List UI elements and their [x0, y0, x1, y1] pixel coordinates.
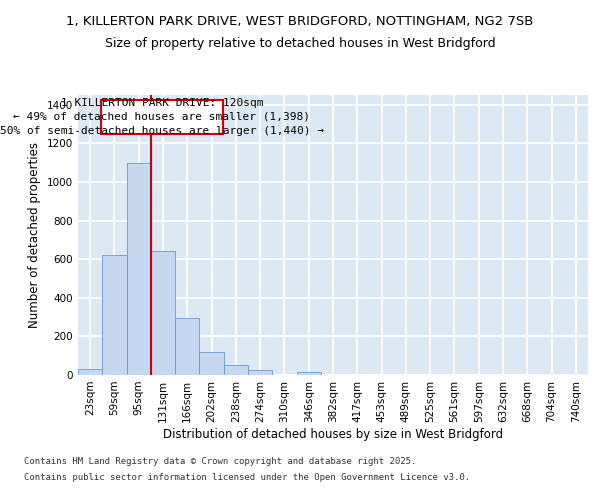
Text: 1, KILLERTON PARK DRIVE, WEST BRIDGFORD, NOTTINGHAM, NG2 7SB: 1, KILLERTON PARK DRIVE, WEST BRIDGFORD,…: [67, 15, 533, 28]
Bar: [175, 318, 199, 375]
X-axis label: Distribution of detached houses by size in West Bridgford: Distribution of detached houses by size …: [163, 428, 503, 440]
Bar: [151, 252, 175, 375]
Y-axis label: Number of detached properties: Number of detached properties: [28, 142, 41, 328]
Bar: [224, 366, 248, 375]
Bar: [102, 256, 127, 375]
Text: Contains public sector information licensed under the Open Government Licence v3: Contains public sector information licen…: [24, 472, 470, 482]
Bar: [78, 369, 102, 375]
Bar: [199, 352, 224, 375]
Bar: [127, 162, 151, 375]
Text: Size of property relative to detached houses in West Bridgford: Size of property relative to detached ho…: [104, 38, 496, 51]
Bar: [248, 370, 272, 375]
Text: Contains HM Land Registry data © Crown copyright and database right 2025.: Contains HM Land Registry data © Crown c…: [24, 458, 416, 466]
Text: 1 KILLERTON PARK DRIVE: 120sqm
← 49% of detached houses are smaller (1,398)
50% : 1 KILLERTON PARK DRIVE: 120sqm ← 49% of …: [0, 98, 324, 136]
Bar: [296, 372, 321, 375]
Bar: [101, 100, 223, 134]
